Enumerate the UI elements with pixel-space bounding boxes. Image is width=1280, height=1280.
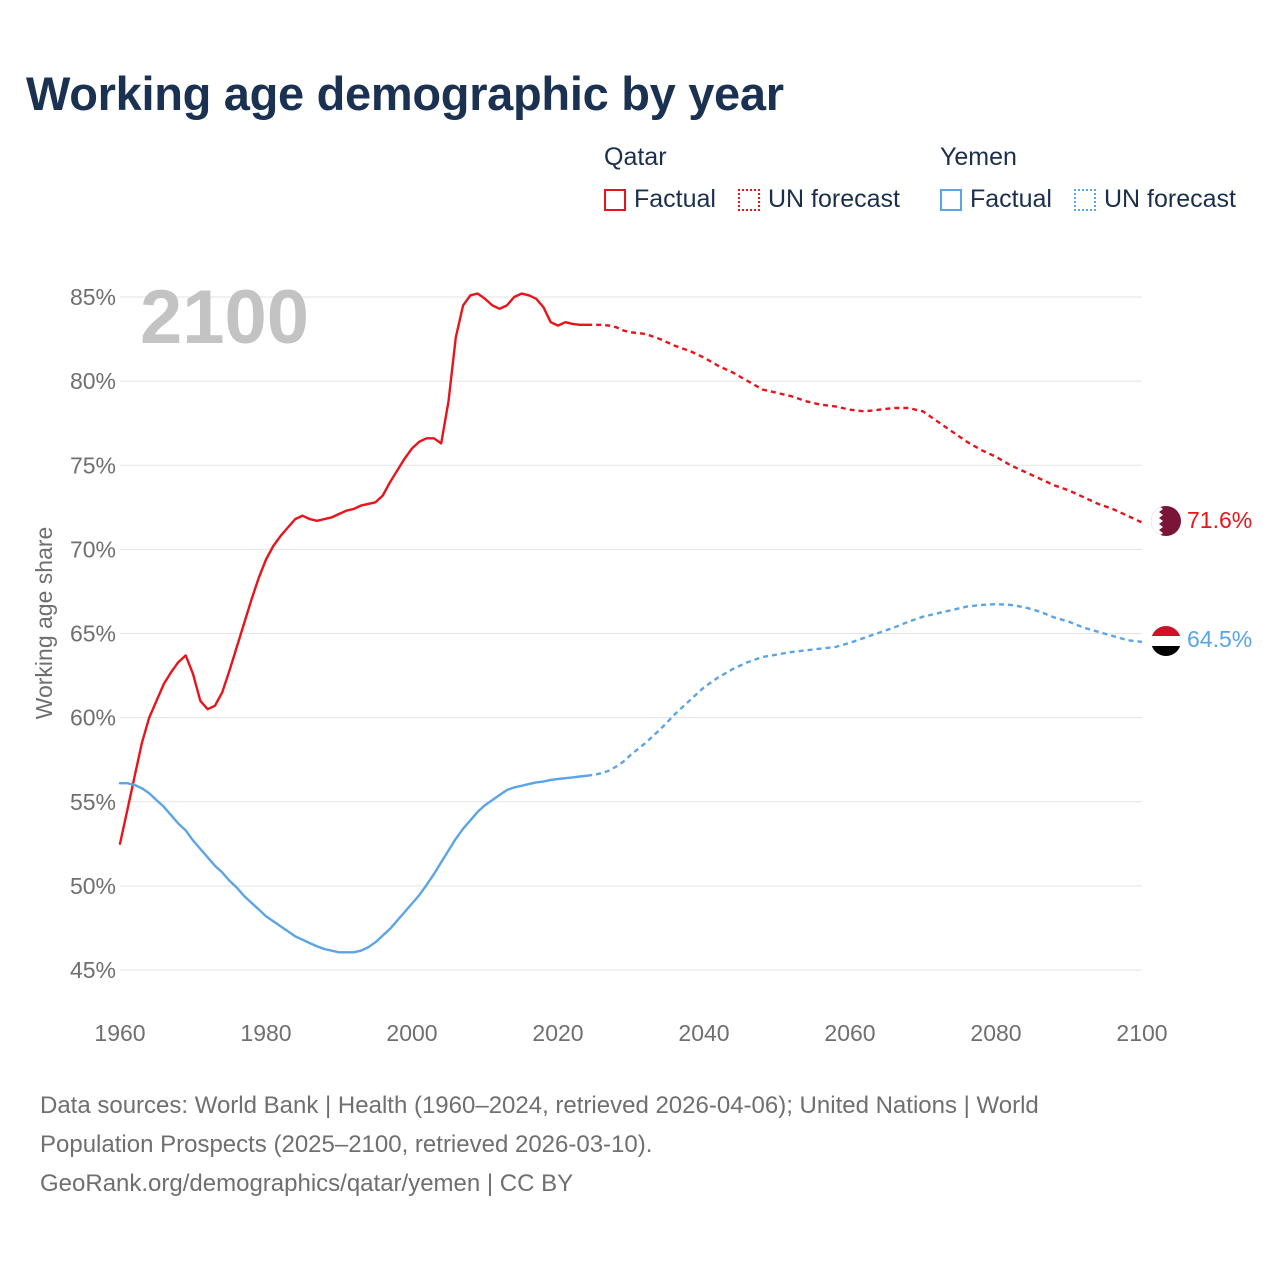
- yemen-flag-icon: [1151, 626, 1181, 656]
- y-tick-label: 45%: [70, 957, 116, 983]
- x-tick-label: 2020: [532, 1020, 583, 1046]
- legend-swatch-solid-icon: [940, 188, 962, 211]
- y-tick-label: 60%: [70, 705, 116, 731]
- legend-label: UN forecast: [768, 185, 900, 213]
- series: [118, 292, 1143, 954]
- y-axis: 85% 80% 75% 70% 65% 60% 55% 50% 45%: [70, 284, 116, 983]
- line-chart: 2100 85% 80% 75% 70% 65% 60% 55% 50% 45% 1960 198…: [31, 275, 1252, 1046]
- legend-item-yemen-forecast[interactable]: UN forecast: [1074, 185, 1236, 214]
- y-tick-label: 70%: [70, 536, 116, 562]
- legend-item-yemen-factual[interactable]: Factual: [940, 185, 1052, 214]
- x-tick-label: 2080: [970, 1020, 1021, 1046]
- y-tick-label: 55%: [70, 789, 116, 815]
- footer-sources-line-1: Data sources: World Bank | Health (1960–…: [40, 1092, 1039, 1119]
- series-line-yemen-factual: [118, 774, 589, 954]
- footer-credit[interactable]: GeoRank.org/demographics/qatar/yemen | C…: [40, 1170, 574, 1197]
- chart-title: Working age demographic by year: [26, 67, 784, 120]
- legend-label: Factual: [634, 185, 716, 213]
- x-tick-label: 2000: [386, 1020, 437, 1046]
- y-tick-label: 50%: [70, 873, 116, 899]
- legend-label: Factual: [970, 185, 1052, 213]
- end-value-label-qatar: 71.6%: [1187, 507, 1252, 533]
- footer: Data sources: World Bank | Health (1960–…: [40, 1086, 1220, 1203]
- legend-swatch-dotted-icon: [1074, 188, 1096, 211]
- legend-label: UN forecast: [1104, 185, 1236, 213]
- y-tick-label: 85%: [70, 284, 116, 310]
- y-axis-label: Working age share: [31, 527, 57, 720]
- legend-swatch-solid-icon: [604, 188, 626, 211]
- gridlines: [120, 296, 1142, 971]
- legend-item-qatar-factual[interactable]: Factual: [604, 185, 716, 214]
- end-value-label-yemen: 64.5%: [1187, 626, 1252, 652]
- x-tick-label: 1960: [94, 1020, 145, 1046]
- x-tick-label: 1980: [240, 1020, 291, 1046]
- y-tick-label: 65%: [70, 621, 116, 647]
- series-line-qatar-factual: [118, 292, 589, 845]
- year-watermark: 2100: [140, 275, 309, 360]
- legend-item-qatar-forecast[interactable]: UN forecast: [738, 185, 900, 214]
- series-line-qatar-forecast: [587, 323, 1143, 524]
- x-tick-label: 2060: [824, 1020, 875, 1046]
- legend-swatch-dotted-icon: [738, 188, 760, 211]
- y-tick-label: 80%: [70, 368, 116, 394]
- legend-country-yemen: Yemen: [940, 143, 1017, 171]
- y-tick-label: 75%: [70, 452, 116, 478]
- qatar-flag-icon: [1151, 506, 1181, 536]
- x-axis: 1960 1980 2000 2020 2040 2060 2080 2100: [94, 1020, 1167, 1046]
- x-tick-label: 2100: [1116, 1020, 1167, 1046]
- x-tick-label: 2040: [678, 1020, 729, 1046]
- footer-sources-line-2: Population Prospects (2025–2100, retriev…: [40, 1131, 653, 1158]
- legend-country-qatar: Qatar: [604, 143, 667, 171]
- series-line-yemen-forecast: [587, 602, 1143, 777]
